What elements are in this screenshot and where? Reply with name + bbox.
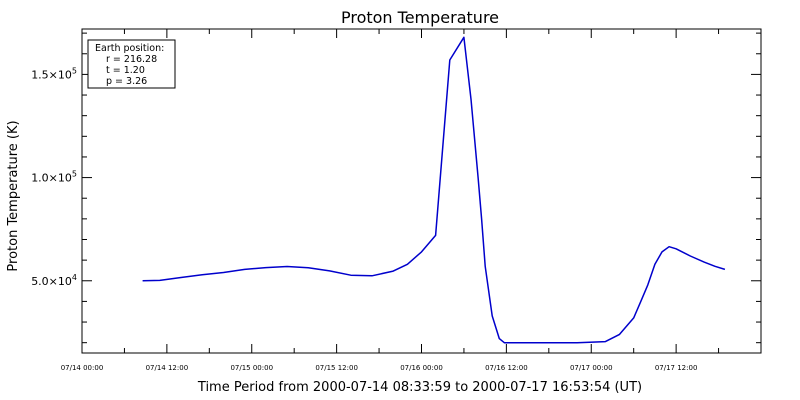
x-axis-label: Time Period from 2000-07-14 08:33:59 to … — [197, 380, 642, 395]
chart-title: Proton Temperature — [341, 8, 499, 27]
x-tick-label: 07/15 12:00 — [315, 364, 358, 372]
y-axis-label: Proton Temperature (K) — [6, 120, 21, 271]
legend-line: p = 3.26 — [106, 76, 147, 87]
legend-line: t = 1.20 — [106, 65, 145, 76]
y-tick-label: 1.0×105 — [31, 170, 77, 185]
x-tick-label: 07/16 00:00 — [400, 364, 443, 372]
x-tick-label: 07/17 12:00 — [655, 364, 698, 372]
x-tick-label: 07/14 00:00 — [61, 364, 104, 372]
y-tick-label: 5.0×104 — [31, 273, 77, 288]
legend-box: Earth position: r = 216.28 t = 1.20 p = … — [87, 39, 176, 89]
legend-frame — [87, 39, 176, 89]
x-tick-label: 07/17 00:00 — [570, 364, 613, 372]
y-tick-label: 1.5×105 — [31, 66, 77, 81]
x-tick-label: 07/16 12:00 — [485, 364, 528, 372]
plot-frame — [81, 28, 762, 354]
temperature-series-line — [142, 36, 726, 344]
legend-line: r = 216.28 — [106, 54, 157, 65]
legend-title: Earth position: — [95, 43, 164, 54]
plot-area: 07/14 00:00 07/14 12:00 07/15 00:00 07/15 1… — [31, 28, 762, 372]
x-tick-label: 07/14 12:00 — [146, 364, 189, 372]
x-tick-label: 07/15 00:00 — [230, 364, 273, 372]
